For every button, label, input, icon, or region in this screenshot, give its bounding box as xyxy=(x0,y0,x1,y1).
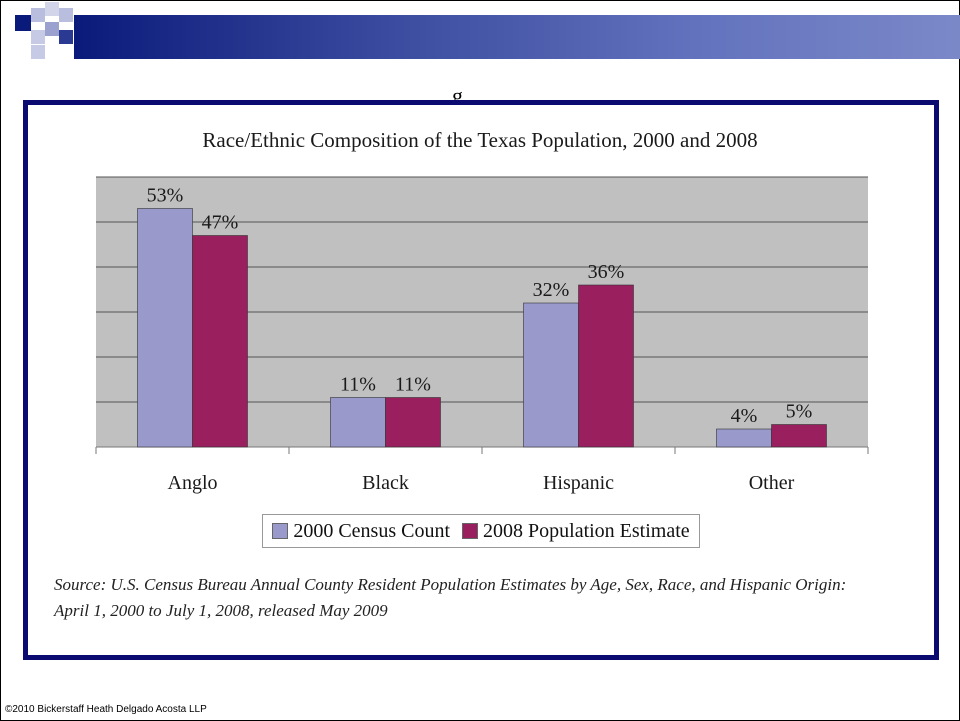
source-line-2: April 1, 2000 to July 1, 2008, released … xyxy=(54,601,388,620)
legend-swatch-2000 xyxy=(272,523,289,539)
bar-anglo-2000 xyxy=(137,208,193,448)
bar-other-2008 xyxy=(771,424,827,448)
header-band xyxy=(74,15,960,59)
category-label: Anglo xyxy=(168,472,218,494)
copyright-footer: ©2010 Bickerstaff Heath Delgado Acosta L… xyxy=(5,704,207,715)
category-label: Black xyxy=(362,472,409,494)
data-label: 11% xyxy=(340,374,376,396)
data-label: 53% xyxy=(147,185,184,207)
chart-legend: 2000 Census Count 2008 Population Estima… xyxy=(262,514,700,548)
bar-other-2000 xyxy=(716,428,772,448)
legend-item-2000: 2000 Census Count xyxy=(272,520,450,543)
source-note: Source: U.S. Census Bureau Annual County… xyxy=(54,572,924,624)
logo-squares xyxy=(0,0,80,62)
category-label: Other xyxy=(749,472,795,494)
data-label: 11% xyxy=(395,374,431,396)
bar-black-2000 xyxy=(330,397,386,448)
bar-black-2008 xyxy=(385,397,441,448)
data-label: 36% xyxy=(588,261,625,283)
data-label: 32% xyxy=(533,279,570,301)
bar-hispanic-2008 xyxy=(578,284,634,448)
data-label: 47% xyxy=(202,212,239,234)
legend-item-2008: 2008 Population Estimate xyxy=(462,520,690,543)
legend-label-2000: 2000 Census Count xyxy=(293,519,451,542)
data-label: 4% xyxy=(731,405,758,427)
legend-swatch-2008 xyxy=(462,523,479,539)
clipped-title-fragment: g xyxy=(452,88,463,100)
legend-label-2008: 2008 Population Estimate xyxy=(483,519,690,542)
bar-hispanic-2000 xyxy=(523,302,579,448)
bar-anglo-2008 xyxy=(192,235,248,448)
source-line-1: Source: U.S. Census Bureau Annual County… xyxy=(54,575,847,594)
chart-title: Race/Ethnic Composition of the Texas Pop… xyxy=(202,128,758,152)
data-label: 5% xyxy=(786,401,813,423)
category-label: Hispanic xyxy=(543,472,614,494)
